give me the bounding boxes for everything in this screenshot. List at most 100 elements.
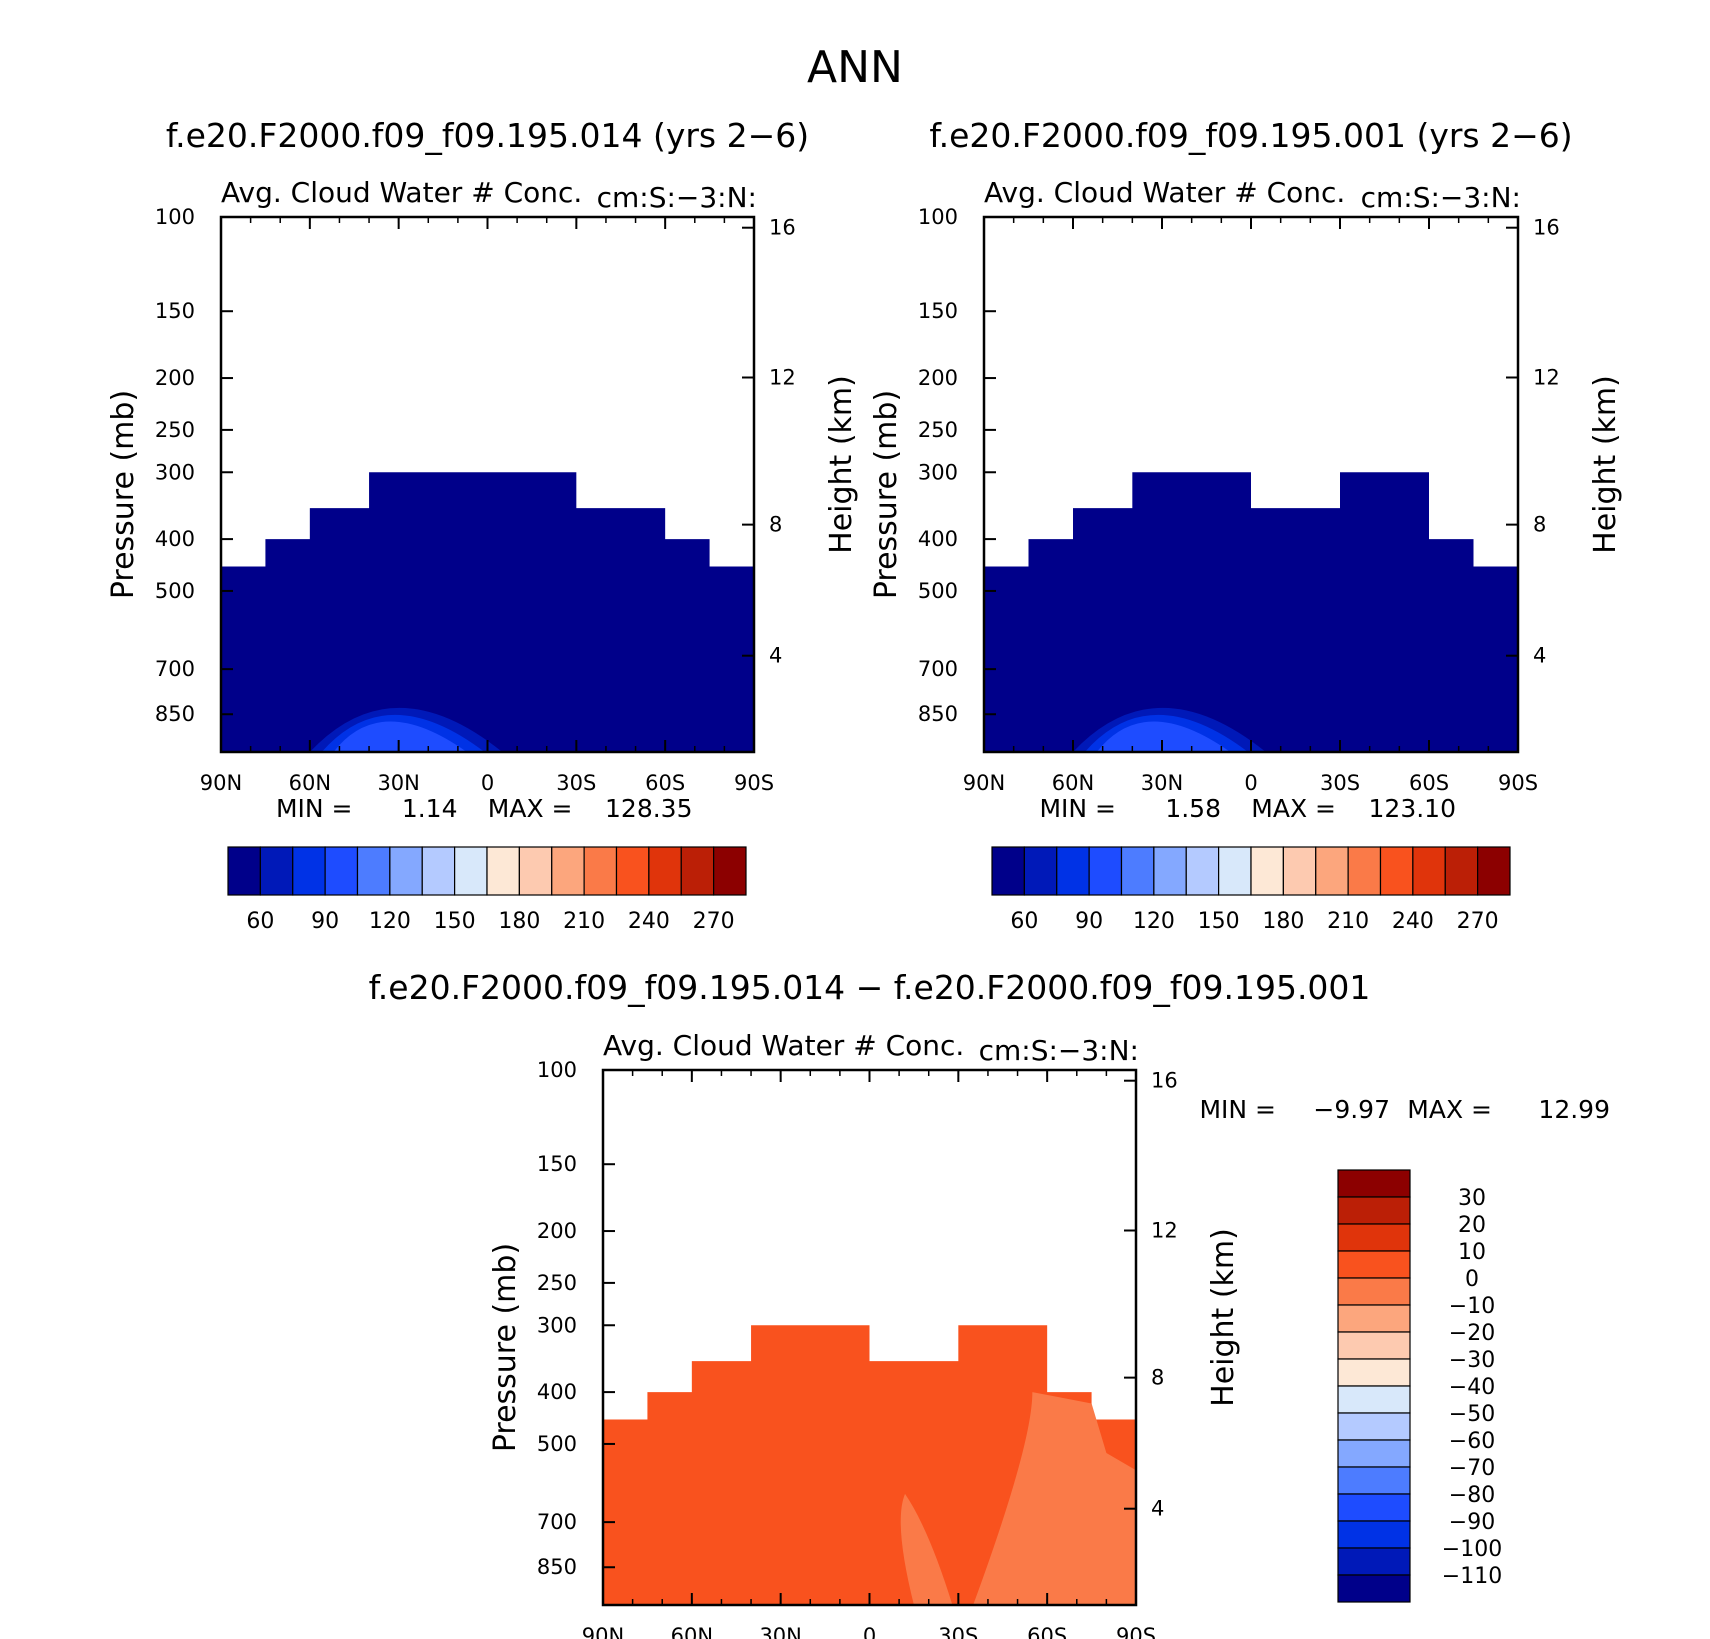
colorbar-box: [1347, 846, 1382, 896]
contour-field: [221, 472, 754, 752]
colorbar-box: [991, 846, 1025, 896]
x-tick-label: 90N: [963, 771, 1005, 795]
max-value: 123.10: [1369, 794, 1456, 823]
colorbar-box: [713, 846, 747, 896]
chart-panel-3: f.e20.F2000.f09_f09.195.014 − f.e20.F200…: [369, 968, 1610, 1639]
x-tick-label: 30S: [938, 1624, 978, 1639]
chart-subtitle: Avg. Cloud Water # Conc.: [221, 176, 582, 209]
colorbar-box: [1444, 846, 1479, 896]
y-tick-label: 250: [537, 1271, 577, 1295]
colorbar-box: [1337, 1196, 1411, 1225]
colorbar-box: [1250, 846, 1284, 896]
max-label: MAX =: [488, 794, 573, 823]
colorbar-box: [1337, 1331, 1411, 1360]
colorbar-box: [1120, 846, 1155, 896]
x-tick-label: 90S: [1498, 771, 1538, 795]
x-tick-label: 30N: [759, 1624, 801, 1639]
colorbar-box: [1477, 846, 1511, 896]
max-value: 128.35: [605, 794, 692, 823]
colorbar-box: [615, 846, 650, 896]
colorbar-label: 60: [1010, 909, 1038, 934]
x-tick-label: 0: [481, 771, 494, 795]
y-tick-label: 250: [918, 418, 958, 442]
y-tick-label: 150: [537, 1152, 577, 1176]
y-tick-label: 200: [537, 1219, 577, 1243]
colorbar-box: [1282, 846, 1317, 896]
y2-tick-label: 16: [769, 216, 796, 240]
colorbar-label: 10: [1458, 1240, 1486, 1265]
colorbar-box: [1056, 846, 1090, 896]
y-tick-label: 700: [155, 657, 195, 681]
chart-subtitle: Avg. Cloud Water # Conc.: [984, 176, 1345, 209]
y-tick-label: 150: [155, 299, 195, 323]
y-tick-label: 850: [155, 702, 195, 726]
colorbar-box: [1337, 1250, 1411, 1279]
colorbar-box: [1218, 846, 1252, 896]
y-tick-label: 150: [918, 299, 958, 323]
max-label: MAX =: [1251, 794, 1336, 823]
y2-axis-label: Height (km): [1206, 1228, 1241, 1407]
x-tick-label: 60S: [645, 771, 685, 795]
colorbar-label: −80: [1449, 1483, 1495, 1508]
y-tick-label: 500: [918, 579, 958, 603]
colorbar-box: [421, 846, 456, 896]
colorbar-label: 240: [628, 909, 670, 934]
y2-tick-label: 4: [1151, 1497, 1164, 1521]
min-value: −9.97: [1313, 1095, 1390, 1124]
colorbar-box: [259, 846, 294, 896]
colorbar-box: [583, 846, 618, 896]
colorbar-box: [1379, 846, 1414, 896]
x-tick-label: 90N: [582, 1624, 624, 1639]
colorbar-box: [227, 846, 261, 896]
x-tick-label: 0: [863, 1624, 876, 1639]
x-tick-label: 30N: [377, 771, 419, 795]
x-tick-label: 90S: [1116, 1624, 1156, 1639]
y-tick-label: 300: [537, 1313, 577, 1337]
y2-tick-label: 16: [1533, 216, 1560, 240]
contour-shade: [333, 721, 467, 752]
colorbar-label: 180: [498, 909, 540, 934]
y-tick-label: 850: [918, 702, 958, 726]
colorbar-label: −110: [1442, 1564, 1502, 1589]
y-tick-label: 100: [918, 205, 958, 229]
x-tick-label: 0: [1244, 771, 1257, 795]
units-label: cm:S:−3:N:: [597, 181, 757, 214]
y-tick-label: 850: [537, 1555, 577, 1579]
colorbar-label: 180: [1262, 909, 1304, 934]
colorbar-label: 90: [1075, 909, 1103, 934]
colorbar-box: [551, 846, 585, 896]
x-tick-label: 60S: [1409, 771, 1449, 795]
x-tick-label: 60N: [289, 771, 331, 795]
colorbar-box: [1337, 1223, 1411, 1252]
colorbar-box: [292, 846, 326, 896]
y-tick-label: 400: [918, 527, 958, 551]
colorbar-box: [1337, 1277, 1411, 1306]
y2-tick-label: 8: [769, 513, 782, 537]
colorbar-label: 150: [434, 909, 476, 934]
y-tick-label: 100: [155, 205, 195, 229]
colorbar-box: [1337, 1358, 1411, 1387]
chart-subtitle: Avg. Cloud Water # Conc.: [603, 1029, 964, 1062]
y-tick-label: 400: [537, 1380, 577, 1404]
colorbar-box: [454, 846, 488, 896]
y2-tick-label: 12: [769, 366, 796, 390]
contour-region: [900, 1493, 953, 1605]
colorbar-label: 30: [1458, 1186, 1486, 1211]
y2-tick-label: 4: [769, 644, 782, 668]
colorbar-box: [1337, 1169, 1411, 1198]
max-value: 12.99: [1538, 1095, 1610, 1124]
units-label: cm:S:−3:N:: [1361, 181, 1521, 214]
x-tick-label: 60N: [1052, 771, 1094, 795]
colorbar-box: [648, 846, 682, 896]
colorbar-box: [1337, 1466, 1411, 1495]
max-label: MAX =: [1407, 1095, 1492, 1124]
min-value: 1.14: [402, 794, 458, 823]
colorbar-label: 120: [1133, 909, 1175, 934]
y-axis-label: Pressure (mb): [869, 390, 904, 599]
colorbar-label: 90: [311, 909, 339, 934]
colorbar-box: [1337, 1439, 1411, 1468]
colorbar-label: 270: [1457, 909, 1499, 934]
colorbar-box: [1337, 1547, 1411, 1576]
x-tick-label: 60N: [671, 1624, 713, 1639]
y2-tick-label: 12: [1533, 366, 1560, 390]
